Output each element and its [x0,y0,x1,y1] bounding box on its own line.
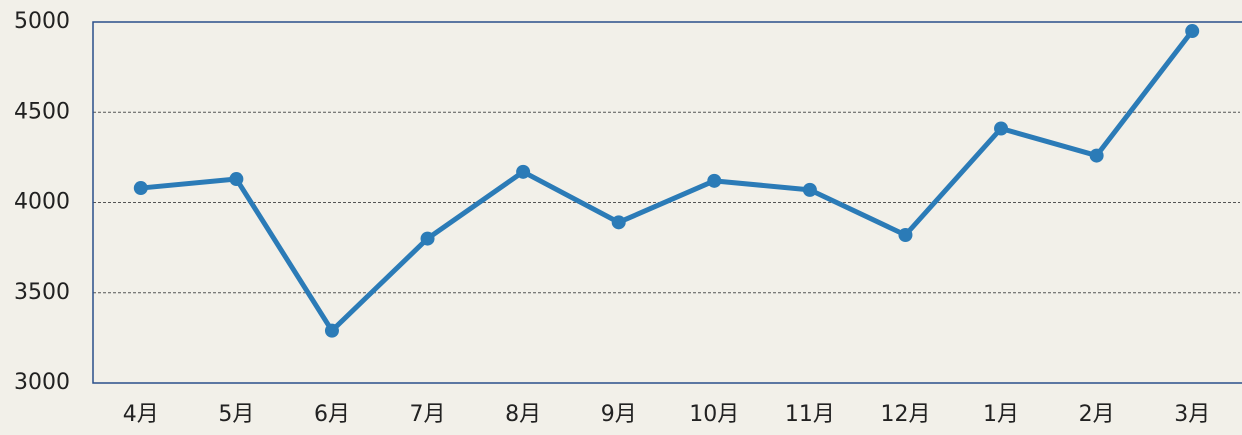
y-tick-label: 4500 [14,99,70,124]
x-tick-label: 9月 [601,402,637,427]
point [802,182,817,197]
plot-frame [92,21,1242,384]
x-tick-label: 5月 [218,402,254,427]
x-tick-label: 7月 [410,402,446,427]
point [229,172,244,187]
x-tick-label: 4月 [123,402,159,427]
x-tick-label: 8月 [505,402,541,427]
y-tick-label: 3000 [14,370,70,395]
point [1185,24,1200,39]
point [898,227,913,242]
point [133,181,148,196]
line [140,29,1195,334]
x-tick-label: 2月 [1079,402,1115,427]
x-tick-label: 6月 [314,402,350,427]
point [324,323,339,338]
x-tick-label: 3月 [1174,402,1210,427]
y-tick-label: 4000 [14,190,70,215]
x-tick-label: 11月 [785,402,835,427]
point [420,231,435,246]
y-tick-label: 5000 [14,9,70,34]
point [516,164,531,179]
x-tick-label: 10月 [689,402,739,427]
point [994,121,1009,136]
x-tick-label: 1月 [983,402,1019,427]
point [707,173,722,188]
x-tick-label: 12月 [880,402,930,427]
point [1089,148,1104,163]
point [611,215,626,230]
y-tick-label: 3500 [14,280,70,305]
